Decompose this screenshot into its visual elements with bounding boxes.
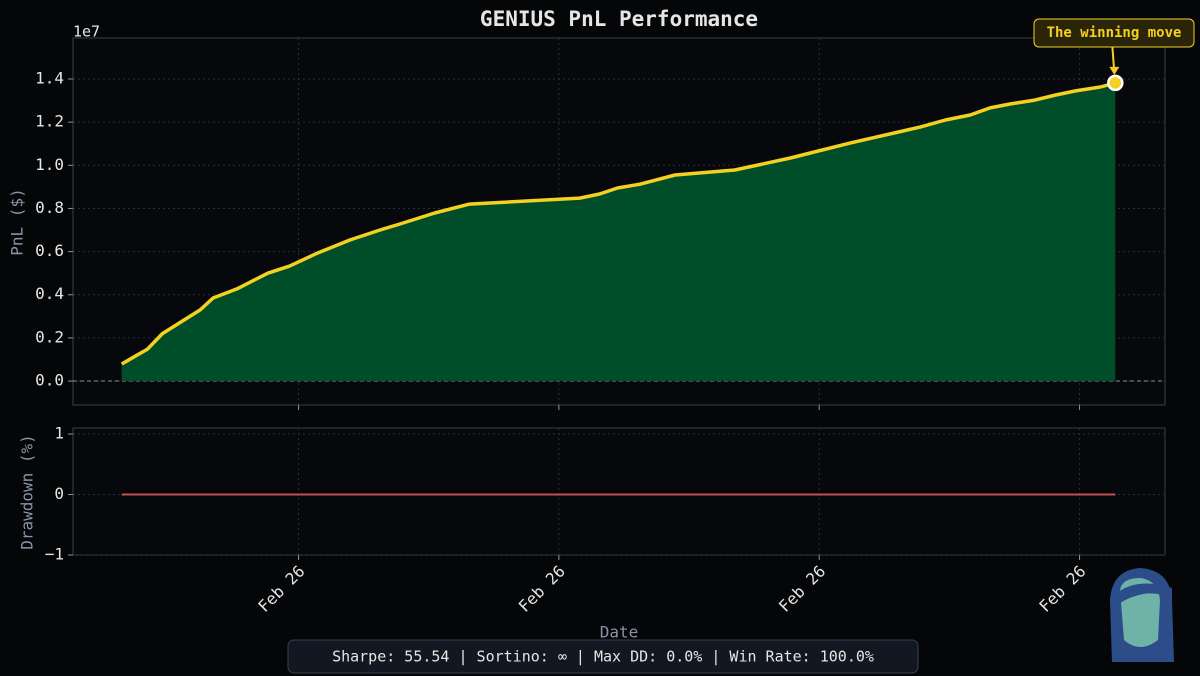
- x-axis-label: Date: [600, 623, 639, 642]
- y-tick-label: 0: [54, 484, 64, 503]
- axis-offset: 1e7: [73, 23, 100, 41]
- y-tick-label: −1: [45, 545, 64, 564]
- annotation: The winning move: [1047, 25, 1182, 41]
- highlight-point: [1107, 74, 1124, 92]
- y-tick-label: 0.6: [35, 241, 64, 260]
- area: [121, 82, 1116, 382]
- y-tick-label: 1.4: [35, 68, 64, 87]
- y-tick-label: 1: [54, 424, 64, 443]
- line: [120, 81, 1116, 366]
- arrow-head: [1109, 66, 1120, 75]
- stats-box: [287, 639, 919, 674]
- y-tick-label: 0.4: [35, 284, 64, 303]
- avatar: [1110, 568, 1174, 662]
- y-axis-label: PnL ($): [8, 188, 27, 255]
- y-tick-label: 0.2: [35, 327, 64, 346]
- y-tick-label: 1.0: [35, 155, 64, 174]
- y-tick-label: 1.2: [35, 112, 64, 131]
- y-tick-label: 0.0: [35, 371, 64, 390]
- y-axis-label: Drawdown (%): [18, 434, 37, 550]
- stats-text: Sharpe: 55.54 | Sortino: ∞ | Max DD: 0.0…: [332, 648, 874, 666]
- annotation-box: [1033, 18, 1195, 48]
- chart-title: GENIUS PnL Performance: [480, 7, 758, 31]
- plot-area: [72, 427, 1166, 556]
- y-tick-label: 0.8: [35, 198, 64, 217]
